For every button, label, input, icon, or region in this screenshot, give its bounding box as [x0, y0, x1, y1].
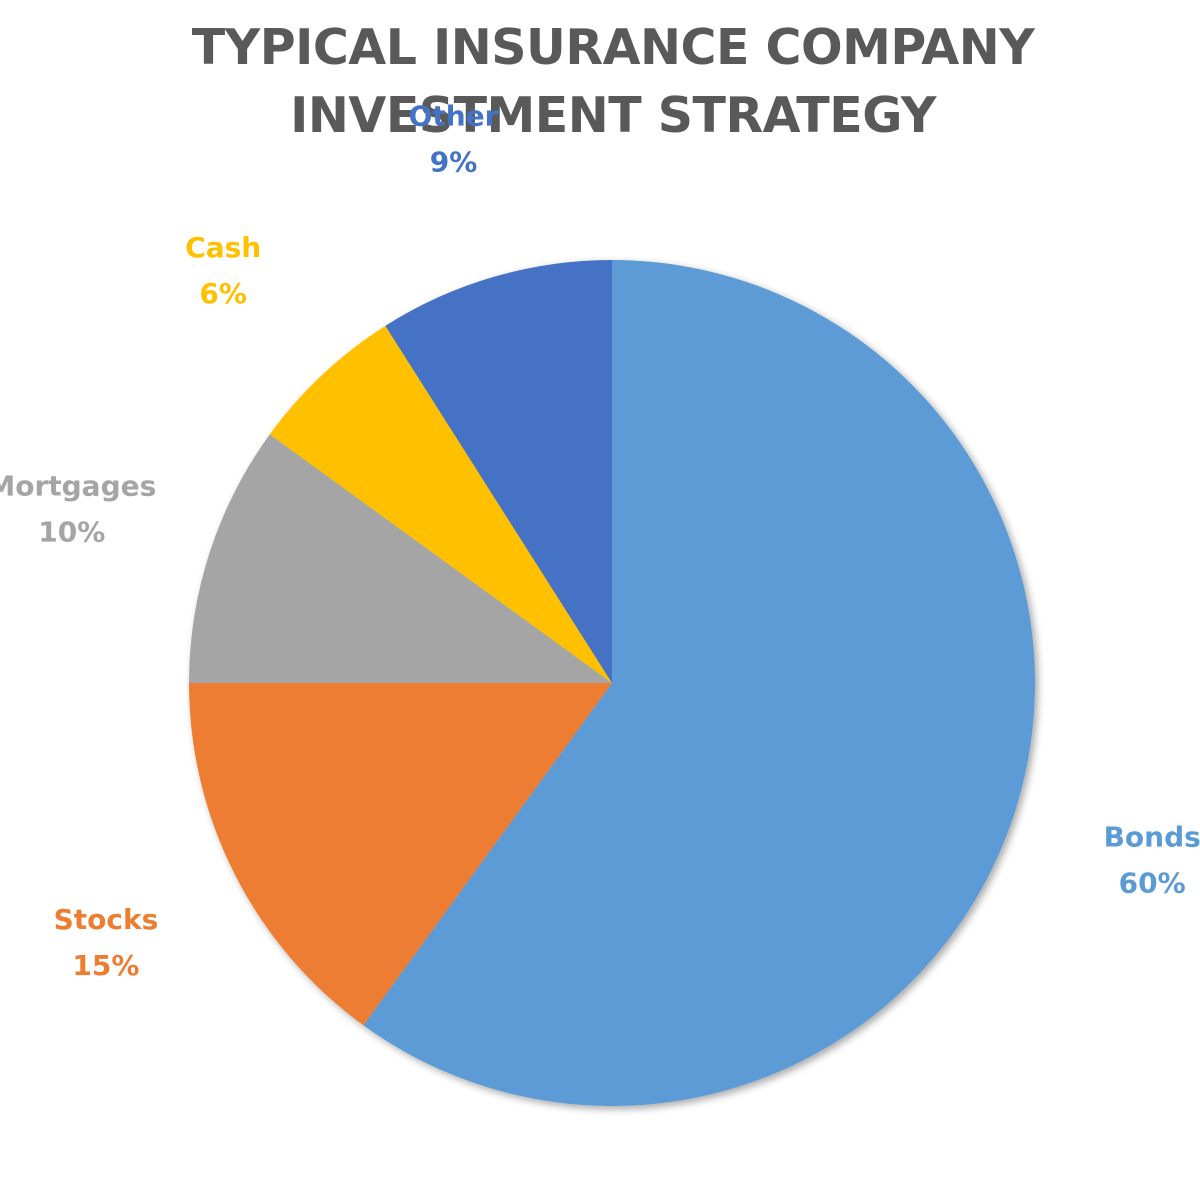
data-label-percent: 10%	[38, 515, 105, 548]
pie-slice-stocks	[189, 683, 612, 1026]
data-label-percent: 9%	[430, 146, 478, 179]
pie-slice-bonds	[363, 260, 1035, 1106]
data-label-percent: 6%	[199, 277, 247, 310]
chart-title: TYPICAL INSURANCE COMPANY INVESTMENT STR…	[0, 14, 1200, 150]
pie-slice-other	[385, 260, 612, 683]
data-label-category: Bonds	[1104, 821, 1200, 854]
data-label-percent: 15%	[72, 949, 139, 982]
pie-data-labels: Bonds 60% Stocks 15% Mortgages 10% Cash 6% Other…	[0, 100, 1200, 982]
data-label-cash: Cash 6%	[185, 231, 261, 310]
data-label-percent: 60%	[1119, 867, 1186, 900]
data-label-category: Cash	[185, 231, 261, 264]
pie-slice-mortgages	[189, 434, 612, 683]
data-label-category: Stocks	[54, 903, 159, 936]
data-label-category: Other	[409, 100, 499, 133]
data-label-bonds: Bonds 60%	[1104, 821, 1200, 900]
pie-slices	[189, 260, 1035, 1106]
chart-title-line-2: INVESTMENT STRATEGY	[290, 87, 936, 144]
data-label-mortgages: Mortgages 10%	[0, 469, 156, 548]
data-label-other: Other 9%	[409, 100, 499, 179]
data-label-stocks: Stocks 15%	[54, 903, 159, 982]
pie-slice-cash	[269, 325, 612, 683]
chart-title-line-1: TYPICAL INSURANCE COMPANY	[191, 19, 1035, 76]
data-label-category: Mortgages	[0, 469, 156, 502]
